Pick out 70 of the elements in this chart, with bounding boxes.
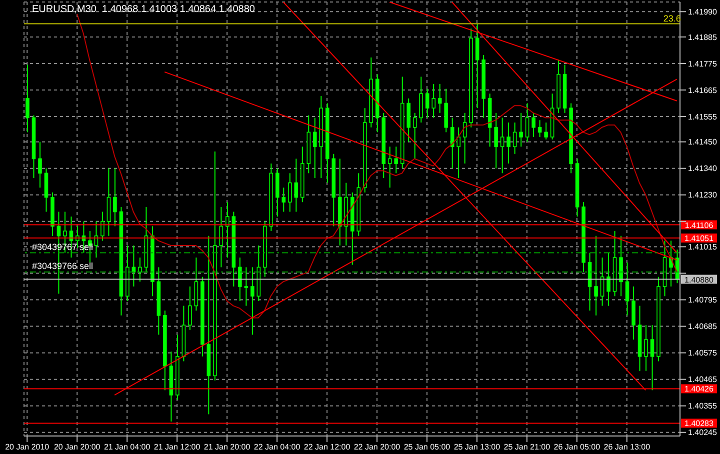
- x-tick-label: 22 Jan 12:00: [304, 442, 351, 452]
- y-tick-label: 1.40355: [688, 402, 718, 411]
- y-tick-label: 1.41340: [688, 164, 718, 174]
- candlestick: [519, 112, 523, 148]
- x-tick-label: 20 Jan 20:00: [54, 442, 101, 452]
- ref-line-label: 1.41051: [684, 234, 714, 244]
- candlestick: [644, 324, 648, 372]
- candlestick: [38, 141, 42, 188]
- candlestick: [244, 266, 248, 306]
- y-tick-label: 1.40245: [688, 428, 718, 438]
- candlestick: [650, 324, 654, 391]
- y-tick-label: 1.40685: [688, 322, 718, 332]
- ref-line-label: 1.40283: [684, 419, 714, 428]
- y-tick-label: 1.40575: [688, 348, 718, 358]
- x-tick-label: 21 Jan 20:00: [204, 442, 251, 452]
- candlestick: [113, 168, 117, 227]
- x-tick-label: 26 Jan 05:00: [554, 442, 601, 452]
- candlestick: [432, 83, 436, 118]
- x-tick-label: 26 Jan 13:00: [604, 442, 651, 452]
- x-tick-label: 22 Jan 04:00: [254, 442, 301, 452]
- candlestick: [625, 262, 630, 316]
- candlestick: [100, 211, 104, 242]
- candlestick: [438, 83, 442, 114]
- candlestick: [238, 257, 242, 302]
- candlestick: [506, 122, 510, 164]
- x-tick-label: 25 Jan 13:00: [454, 442, 501, 452]
- x-tick-label: 22 Jan 20:00: [354, 442, 401, 452]
- candlestick: [500, 117, 504, 174]
- candlestick: [312, 117, 317, 179]
- x-tick-label: 21 Jan 04:00: [104, 442, 151, 452]
- candlestick: [456, 126, 460, 179]
- y-tick-label: 1.41015: [688, 242, 718, 252]
- candlestick: [606, 252, 610, 306]
- candlestick: [494, 112, 498, 169]
- candlestick: [538, 120, 542, 138]
- candlestick: [544, 122, 548, 140]
- y-tick-label: 1.41450: [688, 138, 718, 147]
- y-tick-label: 1.41990: [688, 7, 718, 16]
- candlestick: [525, 102, 530, 142]
- candlestick: [282, 187, 286, 212]
- candlestick: [394, 146, 398, 174]
- candlestick: [294, 158, 298, 212]
- y-tick-label: 1.41665: [688, 86, 718, 95]
- candlestick: [512, 122, 517, 154]
- candlestick: [138, 257, 142, 282]
- candlestick: [425, 88, 430, 118]
- candlestick: [226, 202, 230, 258]
- x-tick-label: 25 Jan 05:00: [404, 442, 451, 452]
- candlestick: [26, 64, 30, 133]
- x-tick-label: 25 Jan 21:00: [504, 442, 551, 452]
- ref-line-label: 1.40426: [684, 384, 714, 394]
- candlestick: [475, 23, 480, 109]
- x-tick-label: 21 Jan 12:00: [154, 442, 201, 452]
- x-tick-label: 20 Jan 2010: [5, 442, 50, 452]
- candlestick: [388, 146, 392, 188]
- candlestick: [188, 286, 192, 330]
- y-tick-label: 1.40465: [688, 375, 718, 384]
- candlestick: [250, 266, 254, 336]
- y-tick-label: 1.41885: [688, 32, 718, 42]
- candlestick: [288, 172, 292, 212]
- y-tick-label: 1.41775: [688, 59, 718, 68]
- candlestick: [594, 235, 598, 316]
- ref-line-label: 1.40880: [684, 275, 714, 284]
- candlestick: [412, 112, 417, 160]
- chart-title: EURUSD,M30 1.40968 1.41003 1.40864 1.40880: [32, 4, 255, 15]
- candlestick: [532, 112, 536, 138]
- y-tick-label: 1.41555: [688, 112, 718, 122]
- y-tick-label: 1.41230: [688, 190, 718, 200]
- ref-line-label: 1.41106: [684, 220, 714, 230]
- y-tick-label: 1.40795: [688, 296, 718, 305]
